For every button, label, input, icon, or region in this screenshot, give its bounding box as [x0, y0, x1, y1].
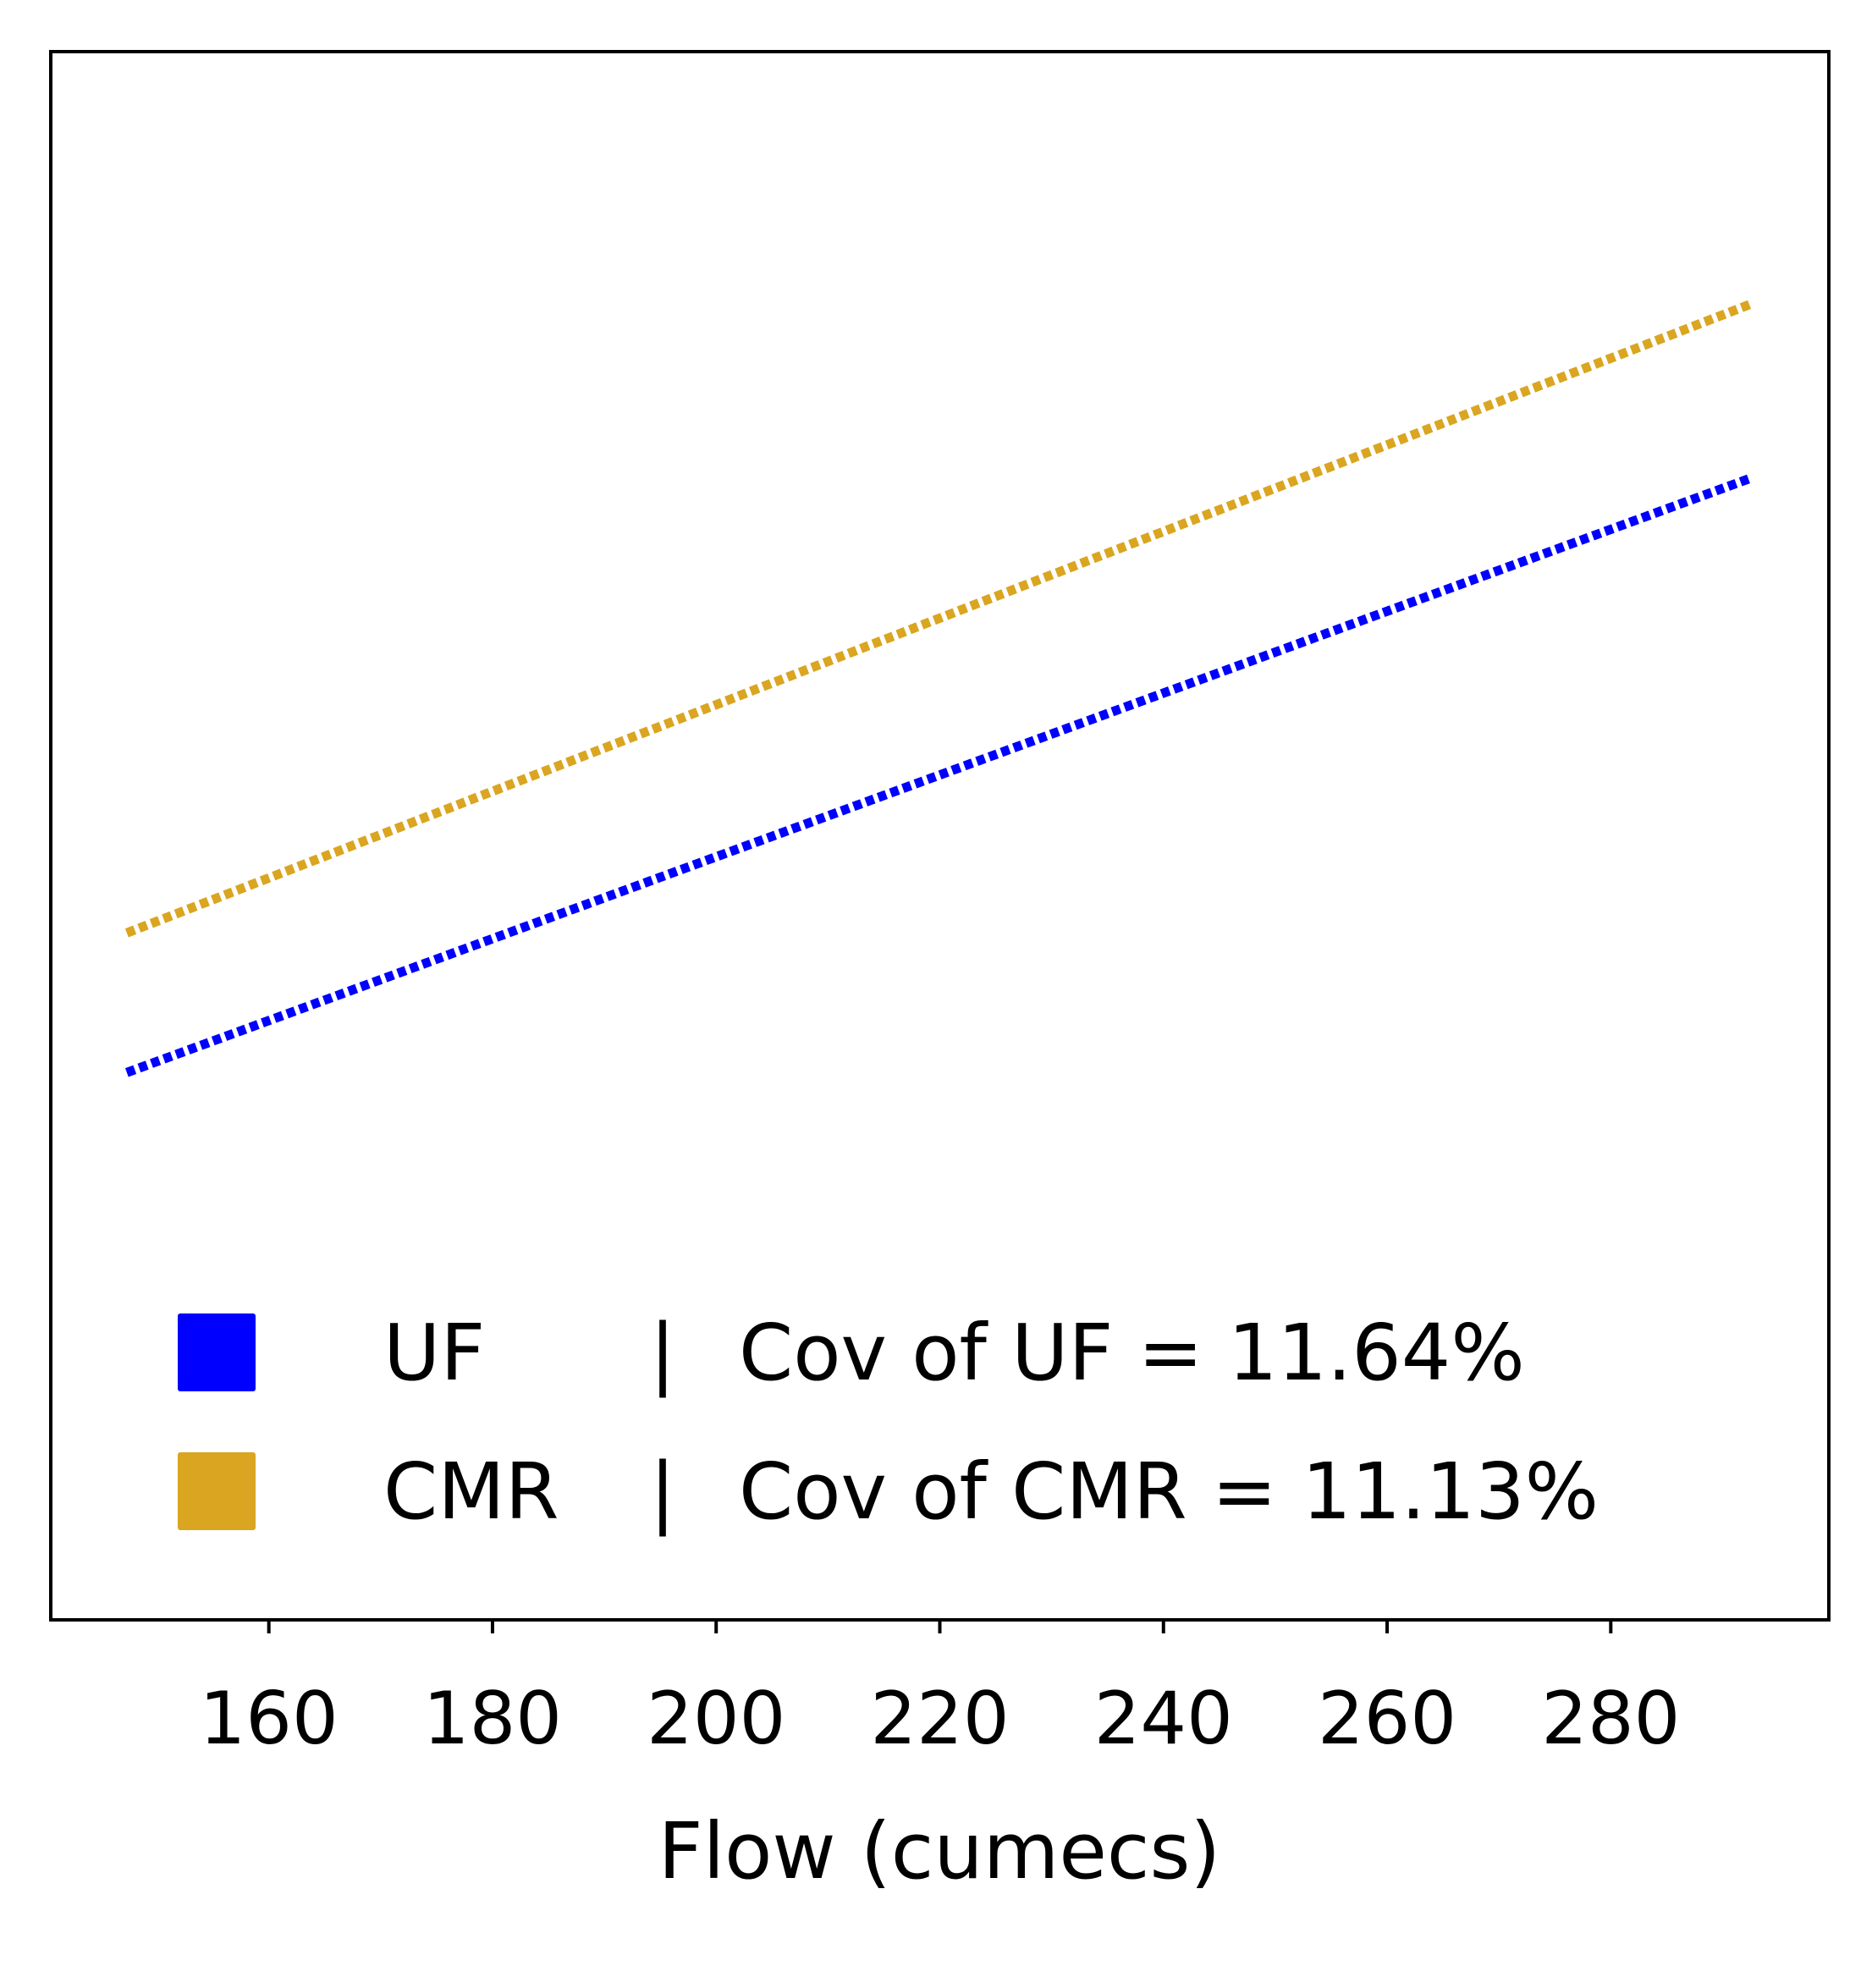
plot-frame — [49, 50, 1831, 1622]
x-axis-label: Flow (cumecs) — [658, 1806, 1221, 1897]
legend-swatch-cmr — [178, 1452, 256, 1530]
axis-layer: 160 180 200 220 240 260 280 — [200, 1620, 1680, 1761]
x-tick-label: 200 — [647, 1677, 785, 1761]
series-layer — [124, 300, 1753, 1077]
x-tick-label: 240 — [1094, 1677, 1233, 1761]
x-tick-label: 180 — [423, 1677, 562, 1761]
legend: UF | Cov of UF = 11.64% CMR | Cov of CMR = 11… — [178, 1308, 1599, 1537]
legend-separator: | — [650, 1446, 676, 1537]
x-tick-label: 220 — [870, 1677, 1009, 1761]
x-tick-label: 280 — [1541, 1677, 1680, 1761]
legend-separator: | — [650, 1308, 676, 1398]
x-tick-label: 260 — [1318, 1677, 1456, 1761]
legend-swatch-uf — [178, 1313, 256, 1391]
legend-label-cmr: CMR — [383, 1446, 559, 1537]
legend-note-uf: Cov of UF = 11.64% — [739, 1308, 1525, 1398]
series-line-cmr — [124, 300, 1753, 938]
legend-note-cmr: Cov of CMR = 11.13% — [739, 1446, 1599, 1537]
legend-label-uf: UF — [383, 1308, 485, 1398]
x-tick-label: 160 — [200, 1677, 339, 1761]
